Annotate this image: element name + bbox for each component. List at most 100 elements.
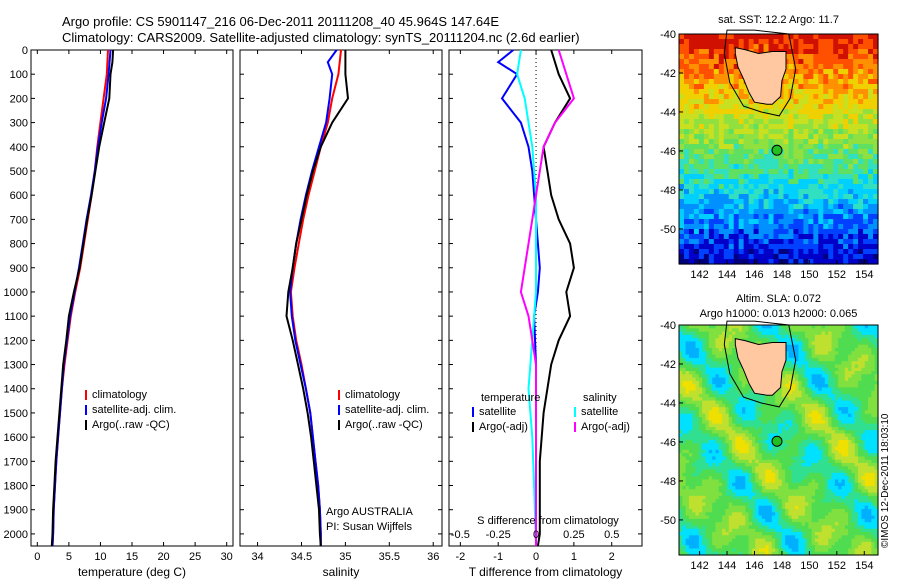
map-cell xyxy=(765,515,770,520)
map-cell xyxy=(828,179,834,185)
map-cell xyxy=(705,371,710,375)
map-cell xyxy=(785,512,790,517)
map-cell xyxy=(798,469,803,474)
map-cell xyxy=(712,433,717,438)
map-cell xyxy=(738,209,745,215)
map-cell xyxy=(793,34,799,40)
y-tick-label: 100 xyxy=(10,69,28,81)
map-cell xyxy=(679,139,685,145)
map-cell xyxy=(755,548,760,553)
map-cell xyxy=(781,420,786,425)
map-cell xyxy=(805,463,809,467)
map-cell xyxy=(743,254,750,260)
map-cell xyxy=(811,423,816,428)
map-cell xyxy=(728,499,733,504)
map-cell xyxy=(863,94,869,100)
map-cell xyxy=(742,436,746,441)
map-cell xyxy=(811,328,816,333)
map-cell xyxy=(688,99,695,105)
map-cell xyxy=(705,354,710,359)
map-cell xyxy=(703,244,710,250)
map-cell xyxy=(722,456,727,461)
map-cell xyxy=(788,79,795,85)
map-cell xyxy=(705,492,710,497)
map-cell xyxy=(713,69,720,75)
map-cell xyxy=(735,502,740,507)
map-cell xyxy=(702,341,707,346)
map-cell xyxy=(733,219,740,225)
map-cell xyxy=(688,538,693,543)
map-cell xyxy=(708,495,713,500)
map-cell xyxy=(725,495,730,500)
map-cell xyxy=(778,420,783,425)
map-cell xyxy=(712,377,717,382)
map-cell xyxy=(833,194,839,200)
map-cell xyxy=(828,54,834,60)
map-cell xyxy=(748,403,753,408)
map-cell xyxy=(738,469,743,474)
map-cell xyxy=(732,400,736,405)
map-cell xyxy=(723,129,730,135)
map-cell xyxy=(811,538,816,543)
map-cell xyxy=(712,528,717,533)
map-cell xyxy=(791,545,796,550)
map-cell xyxy=(698,357,703,362)
map-cell xyxy=(805,377,809,382)
map-cell xyxy=(712,371,717,375)
map-cell xyxy=(708,515,713,520)
map-cell xyxy=(742,328,746,333)
map-cell xyxy=(708,234,715,240)
map-cell xyxy=(761,417,766,421)
map-cell xyxy=(692,364,697,369)
legend-label: Argo(-adj) xyxy=(581,421,630,433)
map-cell xyxy=(755,397,760,402)
map-cell xyxy=(712,403,717,408)
map-cell xyxy=(683,74,690,80)
map-cell xyxy=(715,482,720,487)
map-cell xyxy=(718,328,723,333)
map-cell xyxy=(783,144,790,150)
map-cell xyxy=(765,426,770,431)
map-cell xyxy=(698,139,705,145)
map-cell xyxy=(685,328,690,333)
map-cell xyxy=(788,59,795,65)
map-cell xyxy=(795,459,799,464)
map-cell xyxy=(735,397,740,402)
map-cell xyxy=(833,104,839,110)
map-cell xyxy=(715,417,720,421)
map-cell xyxy=(725,443,730,448)
map-cell xyxy=(732,515,736,520)
map-cell xyxy=(873,34,879,40)
map-cell xyxy=(768,403,773,408)
map-cell xyxy=(763,144,770,150)
map-cell xyxy=(833,189,839,195)
map-cell xyxy=(814,374,819,379)
map-cell xyxy=(725,538,730,543)
map-cell xyxy=(758,49,765,55)
map-cell xyxy=(778,249,785,255)
map-cell xyxy=(738,518,743,523)
map-cell xyxy=(718,463,723,467)
map-cell xyxy=(688,184,695,190)
map-cell xyxy=(801,426,806,431)
map-cell xyxy=(722,364,727,369)
map-cell xyxy=(813,224,819,230)
map-cell xyxy=(685,545,690,550)
map-cell xyxy=(838,159,844,165)
map-cell xyxy=(778,179,785,185)
map-cell xyxy=(823,139,829,145)
map-cell xyxy=(692,380,697,385)
map-cell xyxy=(742,374,746,379)
map-cell xyxy=(723,214,730,220)
map-cell xyxy=(798,518,803,523)
map-cell xyxy=(863,124,869,130)
map-cell xyxy=(781,532,786,536)
map-cell xyxy=(788,525,793,530)
map-cell xyxy=(728,413,733,418)
map-cell xyxy=(755,466,760,471)
map-cell xyxy=(843,244,849,250)
map-cell xyxy=(718,49,725,55)
map-cell xyxy=(785,532,790,536)
map-cell xyxy=(733,184,740,190)
map-cell xyxy=(785,331,790,336)
